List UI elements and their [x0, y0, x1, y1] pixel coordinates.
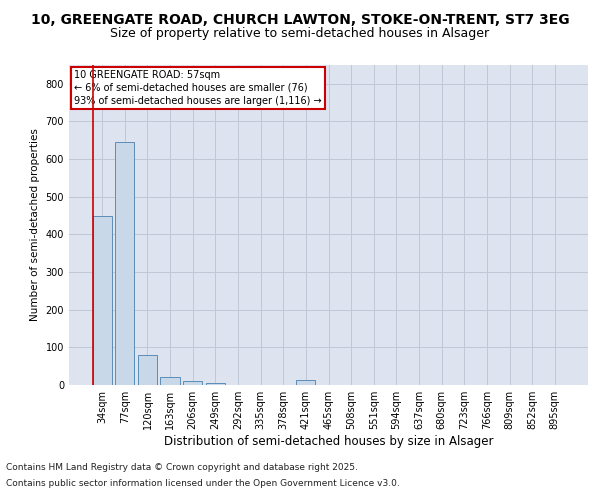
Text: 10 GREENGATE ROAD: 57sqm
← 6% of semi-detached houses are smaller (76)
93% of se: 10 GREENGATE ROAD: 57sqm ← 6% of semi-de… [74, 70, 322, 106]
Y-axis label: Number of semi-detached properties: Number of semi-detached properties [30, 128, 40, 322]
Text: Contains HM Land Registry data © Crown copyright and database right 2025.: Contains HM Land Registry data © Crown c… [6, 464, 358, 472]
Bar [183, 381, 202, 385]
Bar [138, 355, 157, 385]
Text: Contains public sector information licensed under the Open Government Licence v3: Contains public sector information licen… [6, 478, 400, 488]
X-axis label: Distribution of semi-detached houses by size in Alsager: Distribution of semi-detached houses by … [164, 435, 493, 448]
Bar [115, 142, 134, 385]
Bar [160, 378, 180, 385]
Bar [296, 380, 316, 385]
Text: 10, GREENGATE ROAD, CHURCH LAWTON, STOKE-ON-TRENT, ST7 3EG: 10, GREENGATE ROAD, CHURCH LAWTON, STOKE… [31, 12, 569, 26]
Text: Size of property relative to semi-detached houses in Alsager: Size of property relative to semi-detach… [110, 28, 490, 40]
Bar [206, 383, 225, 385]
Bar [92, 216, 112, 385]
